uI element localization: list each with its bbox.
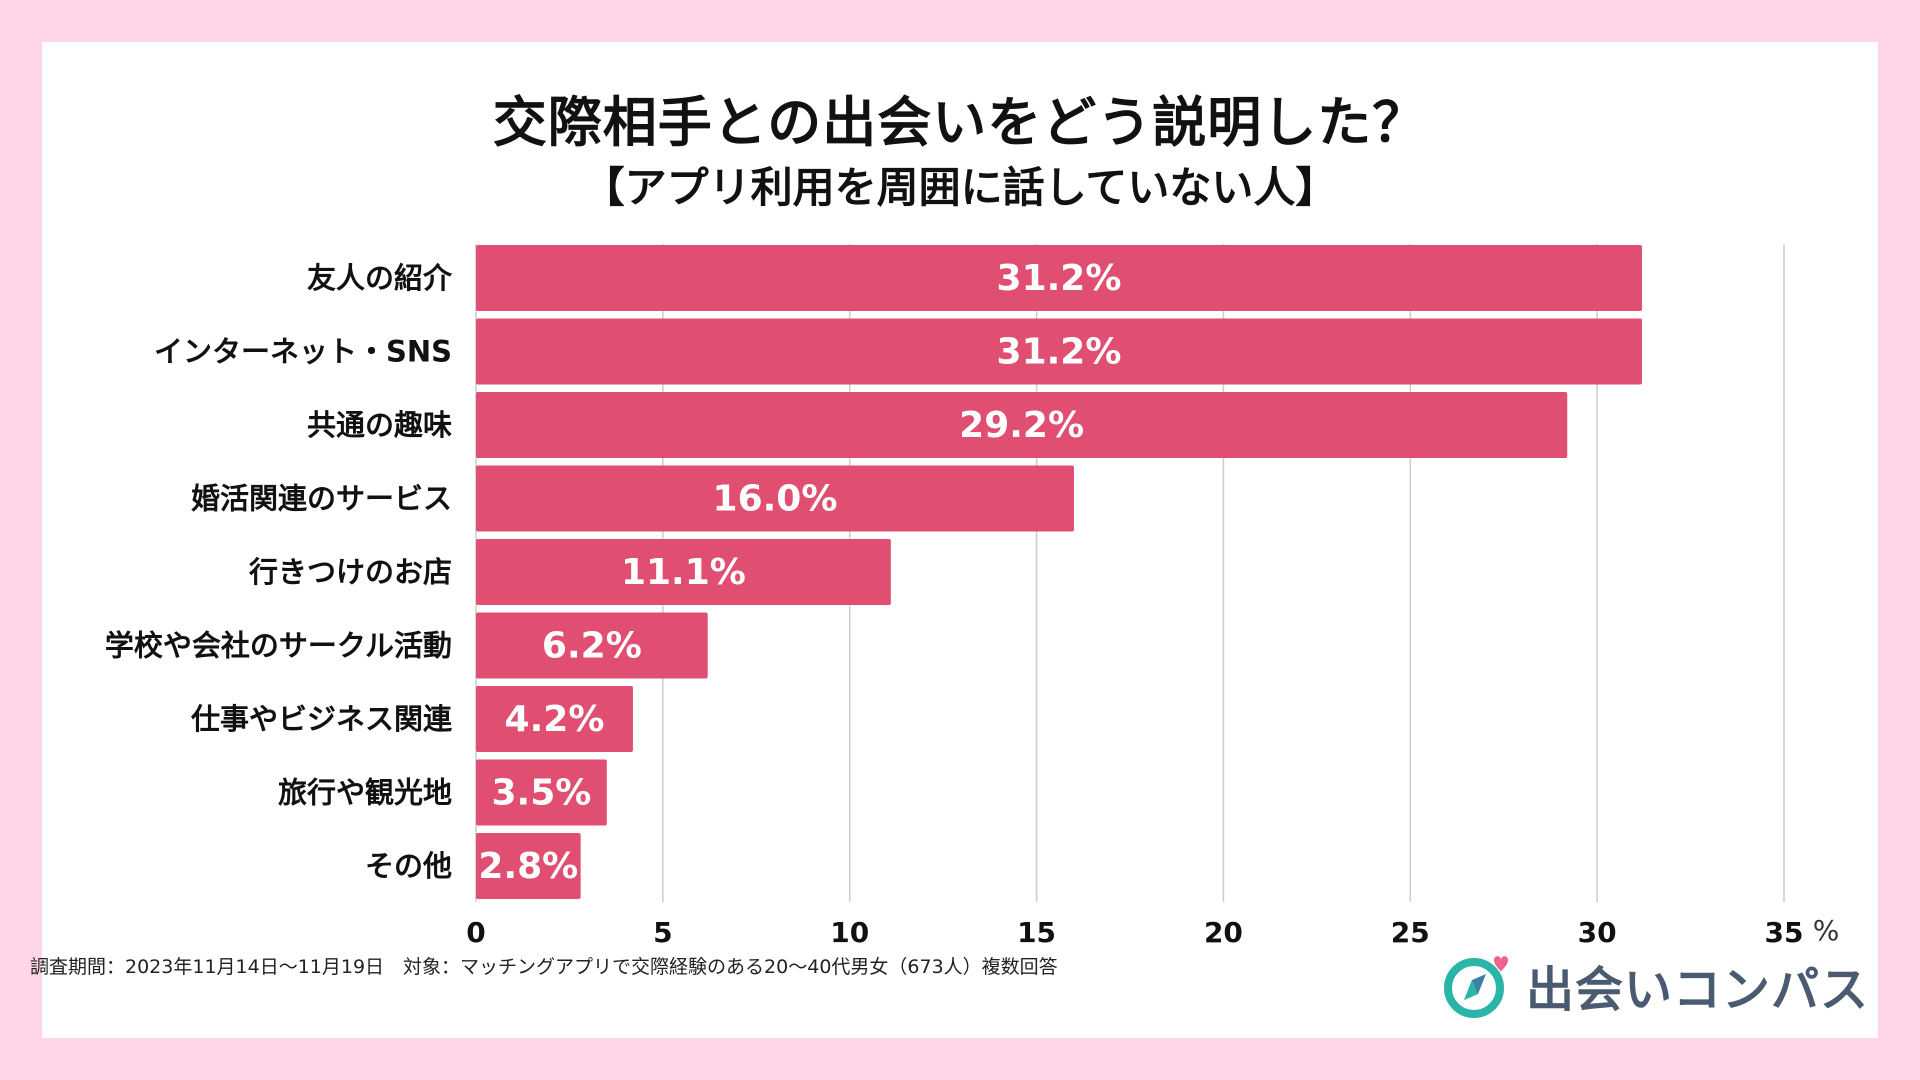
category-label: 旅行や観光地 <box>278 776 452 810</box>
bar-value-label: 31.2% <box>997 332 1122 373</box>
x-axis-ticks: 0 5 10 15 20 25 30 35% <box>466 914 1839 949</box>
x-tick-label: 10 <box>830 916 869 949</box>
bar <box>476 392 1568 458</box>
x-tick-label: 35 <box>1765 916 1804 949</box>
category-label: 行きつけのお店 <box>248 555 452 589</box>
x-axis-unit: % <box>1813 914 1840 947</box>
x-tick-label: 20 <box>1204 916 1243 949</box>
brand-logo[interactable]: 出会いコンパス <box>1442 945 1869 1025</box>
category-label: インターネット・SNS <box>154 335 452 369</box>
x-tick-label: 0 <box>466 916 485 949</box>
bar <box>476 245 1642 311</box>
category-label: 学校や会社のサークル活動 <box>105 629 452 663</box>
bar <box>476 539 891 605</box>
bar-value-label: 2.8% <box>478 846 578 887</box>
bar <box>476 686 633 752</box>
bar-value-label: 31.2% <box>997 258 1122 299</box>
category-label: 共通の趣味 <box>307 408 452 442</box>
bar-value-label: 29.2% <box>959 405 1084 446</box>
bar-value-label: 4.2% <box>505 699 605 740</box>
bar <box>476 318 1642 385</box>
bar <box>476 833 581 899</box>
survey-footnote: 調査期間：2023年11月14日〜11月19日 対象：マッチングアプリで交際経験… <box>30 956 1058 978</box>
category-label: 婚活関連のサービス <box>191 482 452 516</box>
bar-value-label: 3.5% <box>491 773 591 814</box>
category-label: 友人の紹介 <box>307 261 453 295</box>
category-label: 仕事やビジネス関連 <box>190 702 453 736</box>
x-tick-label: 25 <box>1391 916 1430 949</box>
bars: 31.2% 31.2% 29.2% 16.0% 11.1% 6.2% 4.2% 3.5% 2.8… <box>476 245 1642 899</box>
category-label: その他 <box>365 849 452 883</box>
bar <box>476 759 607 826</box>
bar-value-label: 16.0% <box>713 479 838 520</box>
chart-subtitle: 【アプリ利用を周囲に話していない人】 <box>582 163 1338 212</box>
bar-value-label: 11.1% <box>621 552 746 593</box>
bar <box>476 612 708 679</box>
chart-card: 交際相手との出会いをどう説明した？ 【アプリ利用を周囲に話していない人】 <box>42 42 1878 1038</box>
bar-value-label: 6.2% <box>542 626 642 667</box>
x-tick-label: 30 <box>1578 916 1617 949</box>
x-tick-label: 5 <box>653 916 672 949</box>
logo-text: 出会いコンパス <box>1526 962 1870 1018</box>
compass-heart-icon <box>1444 956 1508 1018</box>
x-tick-label: 15 <box>1017 916 1056 949</box>
bar <box>476 465 1074 532</box>
chart-title: 交際相手との出会いをどう説明した？ <box>492 91 1428 154</box>
